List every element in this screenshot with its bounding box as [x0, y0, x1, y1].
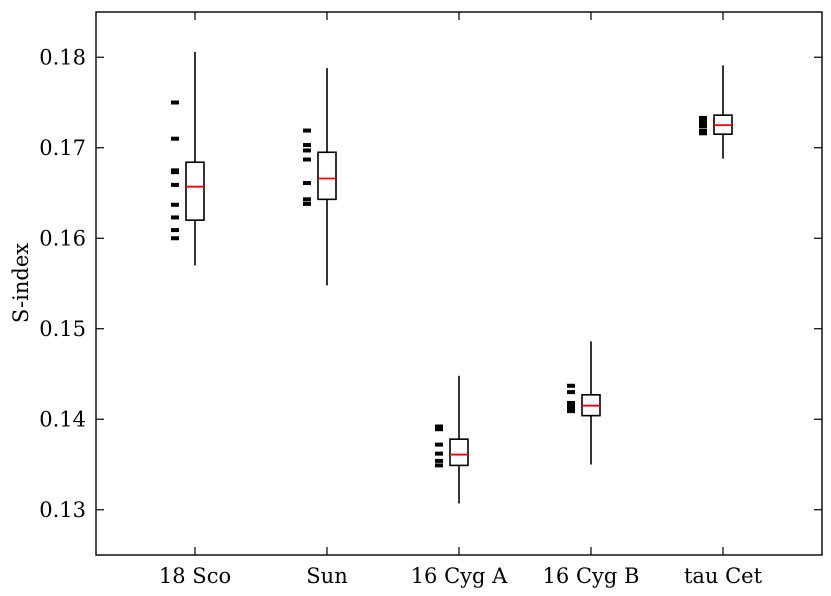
box-plots-layer	[185, 51, 733, 504]
y-tick-label: 0.15	[39, 317, 86, 341]
x-tick-label: 16 Cyg B	[543, 564, 640, 588]
box-plot	[317, 68, 337, 286]
y-tick-label: 0.16	[39, 226, 86, 250]
x-axis-ticks: 18 Sco Sun 16 Cyg A 16 Cyg B tau Cet	[159, 12, 763, 588]
x-tick-label: 16 Cyg A	[411, 564, 508, 588]
box-plot	[713, 65, 733, 159]
box-plot	[581, 341, 601, 465]
y-axis-label: S-index	[9, 243, 33, 323]
iqr-box	[449, 438, 469, 467]
y-tick-label: 0.13	[39, 498, 86, 522]
y-tick-label: 0.18	[39, 45, 86, 69]
x-tick-label: Sun	[306, 564, 347, 588]
x-tick-label: tau Cet	[684, 564, 763, 588]
y-axis-ticks: 0.13 0.14 0.15 0.16 0.17 0.18	[39, 45, 822, 522]
iqr-box	[185, 161, 205, 221]
observation-dashes-layer	[171, 100, 707, 468]
box-plot	[449, 375, 469, 504]
y-tick-label: 0.14	[39, 407, 86, 431]
box-plot	[185, 51, 205, 266]
x-tick-label: 18 Sco	[159, 564, 231, 588]
iqr-box	[317, 151, 337, 201]
y-tick-label: 0.17	[39, 136, 86, 160]
